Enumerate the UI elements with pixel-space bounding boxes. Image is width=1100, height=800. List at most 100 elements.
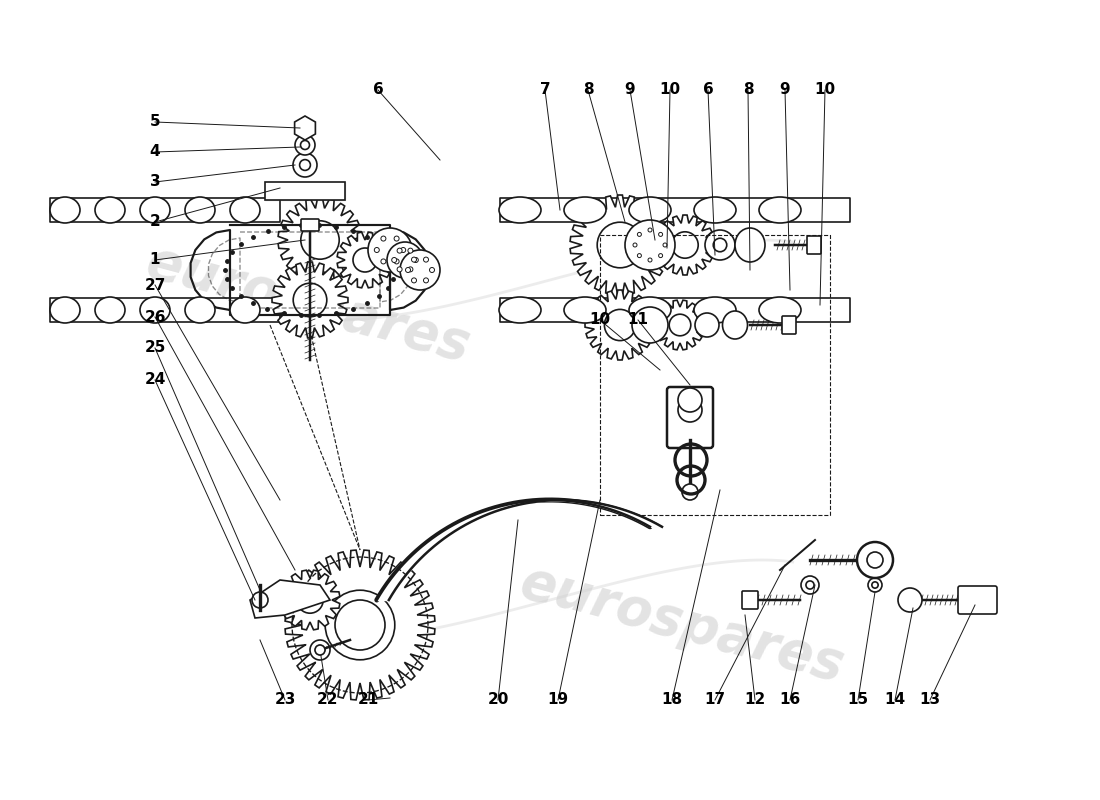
Text: 22: 22	[317, 693, 339, 707]
Text: 1: 1	[150, 253, 161, 267]
Ellipse shape	[95, 197, 125, 223]
Ellipse shape	[735, 228, 764, 262]
Text: 4: 4	[150, 145, 161, 159]
Text: 21: 21	[358, 693, 378, 707]
Circle shape	[400, 250, 440, 290]
Circle shape	[682, 484, 698, 500]
Circle shape	[392, 258, 397, 262]
Ellipse shape	[50, 197, 80, 223]
Ellipse shape	[499, 197, 541, 223]
Circle shape	[387, 242, 424, 278]
Ellipse shape	[759, 297, 801, 323]
Circle shape	[424, 278, 429, 283]
Circle shape	[295, 135, 315, 155]
Text: 19: 19	[548, 693, 569, 707]
Text: 16: 16	[780, 693, 801, 707]
Text: 8: 8	[583, 82, 593, 98]
Text: 9: 9	[780, 82, 790, 98]
Circle shape	[857, 542, 893, 578]
Circle shape	[300, 221, 339, 259]
Circle shape	[898, 588, 922, 612]
FancyBboxPatch shape	[667, 387, 713, 448]
Ellipse shape	[95, 297, 125, 323]
Circle shape	[297, 587, 323, 613]
Circle shape	[310, 640, 330, 660]
FancyBboxPatch shape	[742, 591, 758, 609]
Text: 25: 25	[144, 341, 166, 355]
PathPatch shape	[656, 300, 705, 350]
Circle shape	[414, 258, 418, 262]
Text: 5: 5	[150, 114, 161, 130]
Text: 13: 13	[920, 693, 940, 707]
Circle shape	[374, 247, 379, 253]
Ellipse shape	[564, 297, 606, 323]
Circle shape	[632, 307, 668, 343]
Text: 20: 20	[487, 693, 508, 707]
Circle shape	[353, 248, 377, 272]
Circle shape	[806, 581, 814, 589]
Bar	[265, 182, 345, 200]
Text: 15: 15	[847, 693, 869, 707]
Circle shape	[868, 578, 882, 592]
Ellipse shape	[140, 297, 170, 323]
PathPatch shape	[278, 198, 362, 282]
Circle shape	[411, 278, 417, 283]
PathPatch shape	[585, 290, 654, 360]
Ellipse shape	[564, 197, 606, 223]
Circle shape	[300, 141, 309, 150]
Circle shape	[637, 254, 641, 258]
Circle shape	[625, 220, 675, 270]
Circle shape	[663, 243, 667, 247]
FancyBboxPatch shape	[782, 316, 796, 334]
FancyBboxPatch shape	[807, 236, 821, 254]
FancyBboxPatch shape	[958, 586, 997, 614]
Text: 24: 24	[144, 373, 166, 387]
Text: 6: 6	[703, 82, 714, 98]
Text: 10: 10	[590, 313, 610, 327]
Circle shape	[597, 222, 642, 268]
Circle shape	[397, 248, 403, 253]
Circle shape	[252, 592, 268, 608]
Ellipse shape	[629, 297, 671, 323]
Circle shape	[659, 254, 662, 258]
Ellipse shape	[629, 197, 671, 223]
Circle shape	[381, 236, 386, 241]
Circle shape	[397, 267, 403, 272]
Circle shape	[705, 230, 735, 260]
Text: 3: 3	[150, 174, 161, 190]
Text: 11: 11	[627, 313, 649, 327]
Text: 9: 9	[625, 82, 636, 98]
Circle shape	[294, 283, 327, 317]
Circle shape	[316, 646, 324, 654]
Text: 6: 6	[373, 82, 384, 98]
Ellipse shape	[185, 197, 214, 223]
Text: eurospares: eurospares	[141, 236, 475, 372]
Circle shape	[672, 232, 698, 258]
Text: eurospares: eurospares	[515, 556, 849, 692]
Circle shape	[326, 590, 395, 660]
Circle shape	[669, 314, 691, 336]
Circle shape	[867, 552, 883, 568]
Ellipse shape	[723, 311, 748, 339]
Ellipse shape	[694, 197, 736, 223]
Circle shape	[872, 582, 878, 588]
Polygon shape	[250, 580, 330, 618]
Circle shape	[315, 645, 324, 655]
Circle shape	[429, 267, 434, 273]
Ellipse shape	[759, 197, 801, 223]
Text: 27: 27	[144, 278, 166, 293]
Circle shape	[406, 267, 410, 273]
Circle shape	[394, 236, 399, 241]
PathPatch shape	[272, 262, 348, 338]
Ellipse shape	[230, 197, 260, 223]
Circle shape	[408, 248, 412, 253]
Text: 17: 17	[704, 693, 726, 707]
Circle shape	[648, 258, 652, 262]
Text: 12: 12	[745, 693, 766, 707]
Text: 18: 18	[661, 693, 683, 707]
Circle shape	[695, 313, 719, 337]
Text: 23: 23	[274, 693, 296, 707]
Ellipse shape	[230, 297, 260, 323]
Circle shape	[408, 267, 412, 272]
PathPatch shape	[280, 570, 340, 630]
